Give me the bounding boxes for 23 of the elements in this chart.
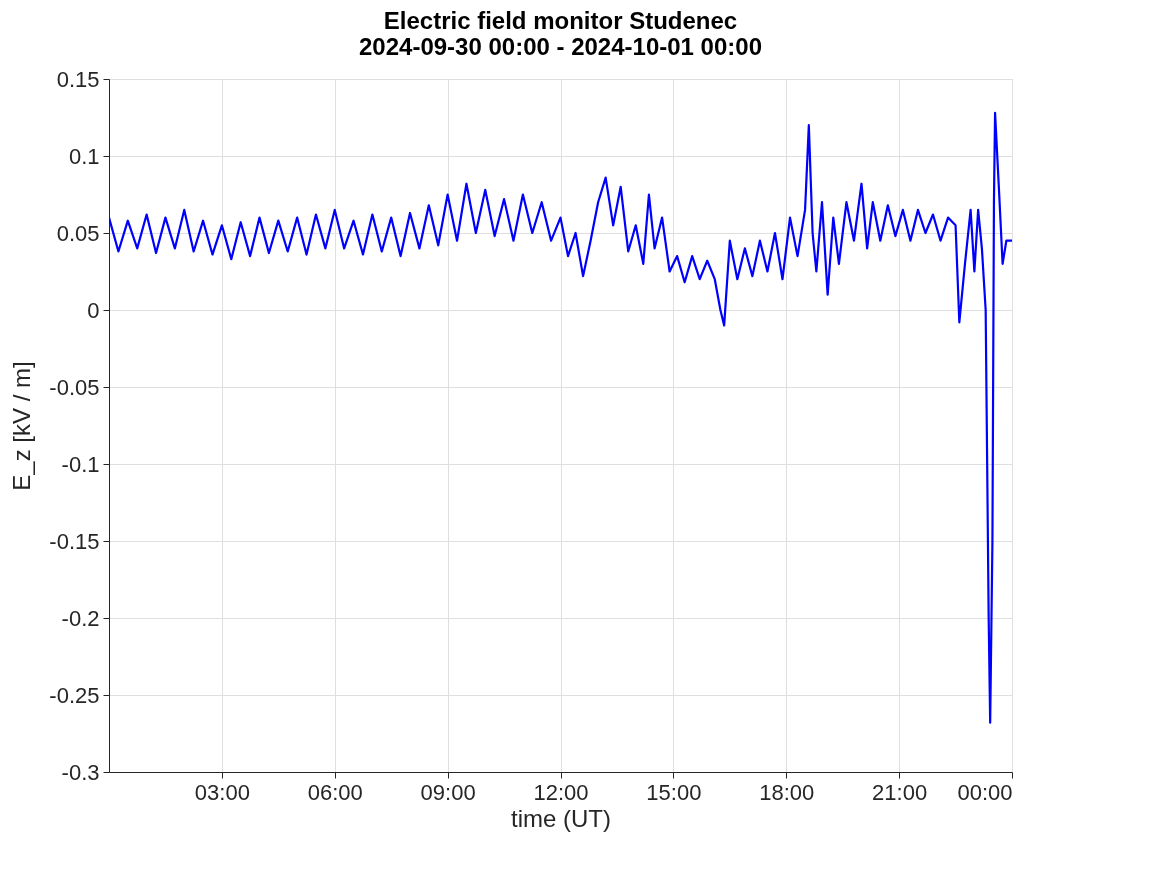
x-tick-label: 06:00 [307,779,363,805]
y-tick-label: -0.2 [61,605,100,631]
y-tick-label: -0.25 [49,682,100,708]
y-tick-label: 0.1 [68,143,100,169]
line-series [109,111,1012,724]
y-tick-label: -0.3 [61,759,100,785]
y-axis-title: E_z [kV / m] [8,361,36,491]
x-tick-label: 09:00 [420,779,476,805]
y-tick-label: 0 [87,297,100,323]
x-axis-title: time (UT) [511,804,611,832]
x-tick-label: 03:00 [194,779,250,805]
x-tick-label: 00:00 [957,779,1013,805]
x-tick-label: 18:00 [759,779,815,805]
text: Electric field monitor Studenec [383,7,738,34]
y-tick-label: -0.05 [49,374,100,400]
y-tick-label: -0.15 [49,528,100,554]
y-tick-label: 0.15 [56,66,100,92]
x-tick-label: 21:00 [872,779,928,805]
x-tick-label: 15:00 [646,779,702,805]
x-tick-label: 12:00 [533,779,589,805]
y-tick-label: -0.1 [61,451,100,477]
y-tick-label: 0.05 [56,220,100,246]
text: 2024-09-30 00:00 - 2024-10-01 00:00 [359,33,762,60]
